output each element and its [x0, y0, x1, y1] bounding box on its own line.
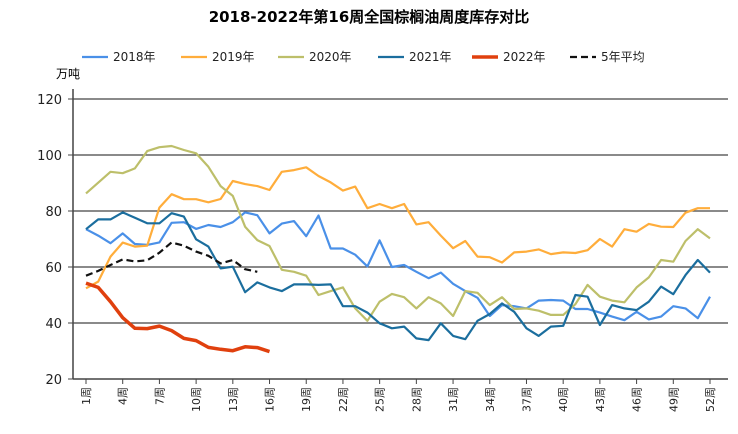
series-line-2018年: [86, 212, 710, 320]
legend-label: 2021年: [409, 50, 452, 64]
y-tick-label: 80: [45, 205, 62, 220]
x-tick-label: 13周: [227, 387, 240, 412]
x-tick-label: 22周: [337, 387, 350, 412]
series-line-2021年: [86, 212, 710, 340]
x-tick-label: 10周: [190, 387, 203, 412]
x-tick-label: 1周: [80, 387, 93, 405]
legend-label: 2018年: [113, 50, 156, 64]
x-tick-label: 19周: [300, 387, 313, 412]
y-tick-label: 60: [45, 261, 62, 276]
x-tick-label: 49周: [667, 387, 680, 412]
x-tick-label: 7周: [153, 387, 166, 405]
y-tick-label: 100: [37, 149, 62, 164]
series-line-5年平均: [86, 242, 257, 275]
legend: 2018年 2019年 2020年 2021年 2022年 5年平均: [82, 50, 645, 64]
legend-label: 5年平均: [601, 50, 645, 64]
x-tick-label: 37周: [520, 387, 533, 412]
series-group: [86, 146, 710, 352]
x-tick-label: 34周: [484, 387, 497, 412]
x-tick-label: 40周: [557, 387, 570, 412]
y-tick-label: 20: [45, 373, 62, 388]
legend-label: 2022年: [503, 50, 546, 64]
x-tick-label: 46周: [631, 387, 644, 412]
x-tick-label: 25周: [374, 387, 387, 412]
x-tick-label: 28周: [410, 387, 423, 412]
legend-label: 2019年: [212, 50, 255, 64]
series-line-2022年: [86, 283, 270, 351]
x-tick-label: 31周: [447, 387, 460, 412]
y-tick-label: 40: [45, 317, 62, 332]
y-tick-label: 120: [37, 93, 62, 108]
x-tick-label: 52周: [704, 387, 717, 412]
x-tick-label: 43周: [594, 387, 607, 412]
chart-title: 2018-2022年第16周全国棕榈油周度库存对比: [209, 8, 530, 26]
series-line-2020年: [86, 146, 710, 321]
gridlines: [73, 99, 728, 323]
y-axis-unit-label: 万吨: [56, 67, 80, 81]
legend-label: 2020年: [309, 50, 352, 64]
series-line-2019年: [86, 167, 710, 288]
x-tick-label: 16周: [264, 387, 277, 412]
axes: 20 40 60 80 100 120 1周 4周 7周 10周 13周 16周 19周 22周 25周 28…: [37, 89, 728, 412]
x-tick-label: 4周: [117, 387, 130, 405]
